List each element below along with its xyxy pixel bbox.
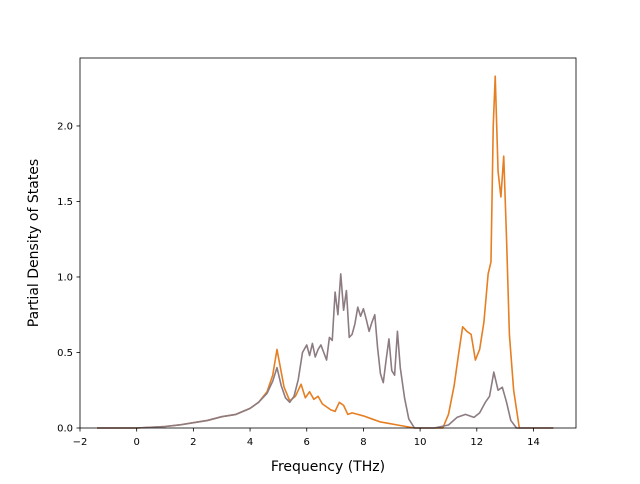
x-tick-label: 2 — [190, 437, 196, 448]
series-line-1 — [97, 75, 554, 429]
series-line-2 — [97, 273, 554, 429]
x-tick-label: −2 — [73, 437, 88, 448]
x-tick-label: 14 — [527, 437, 540, 448]
x-axis: −2 0 2 4 6 8 10 12 14 — [73, 428, 540, 448]
x-tick-label: 10 — [414, 437, 427, 448]
y-tick-label: 2.0 — [57, 121, 73, 132]
y-tick-label: 0.5 — [57, 348, 73, 359]
x-tick-label: 8 — [360, 437, 366, 448]
x-axis-title: Frequency (THz) — [271, 459, 385, 475]
x-tick-label: 12 — [470, 437, 483, 448]
y-axis: 0.0 0.5 1.0 1.5 2.0 — [57, 121, 80, 435]
plot-frame — [79, 57, 577, 429]
series-layer — [97, 75, 554, 429]
x-tick-label: 6 — [304, 437, 310, 448]
y-tick-label: 1.0 — [57, 272, 73, 283]
y-tick-label: 0.0 — [57, 424, 73, 435]
x-tick-label: 4 — [247, 437, 253, 448]
y-tick-label: 1.5 — [57, 197, 73, 208]
x-tick-label: 0 — [133, 437, 139, 448]
y-axis-title: Partial Density of States — [26, 159, 42, 327]
